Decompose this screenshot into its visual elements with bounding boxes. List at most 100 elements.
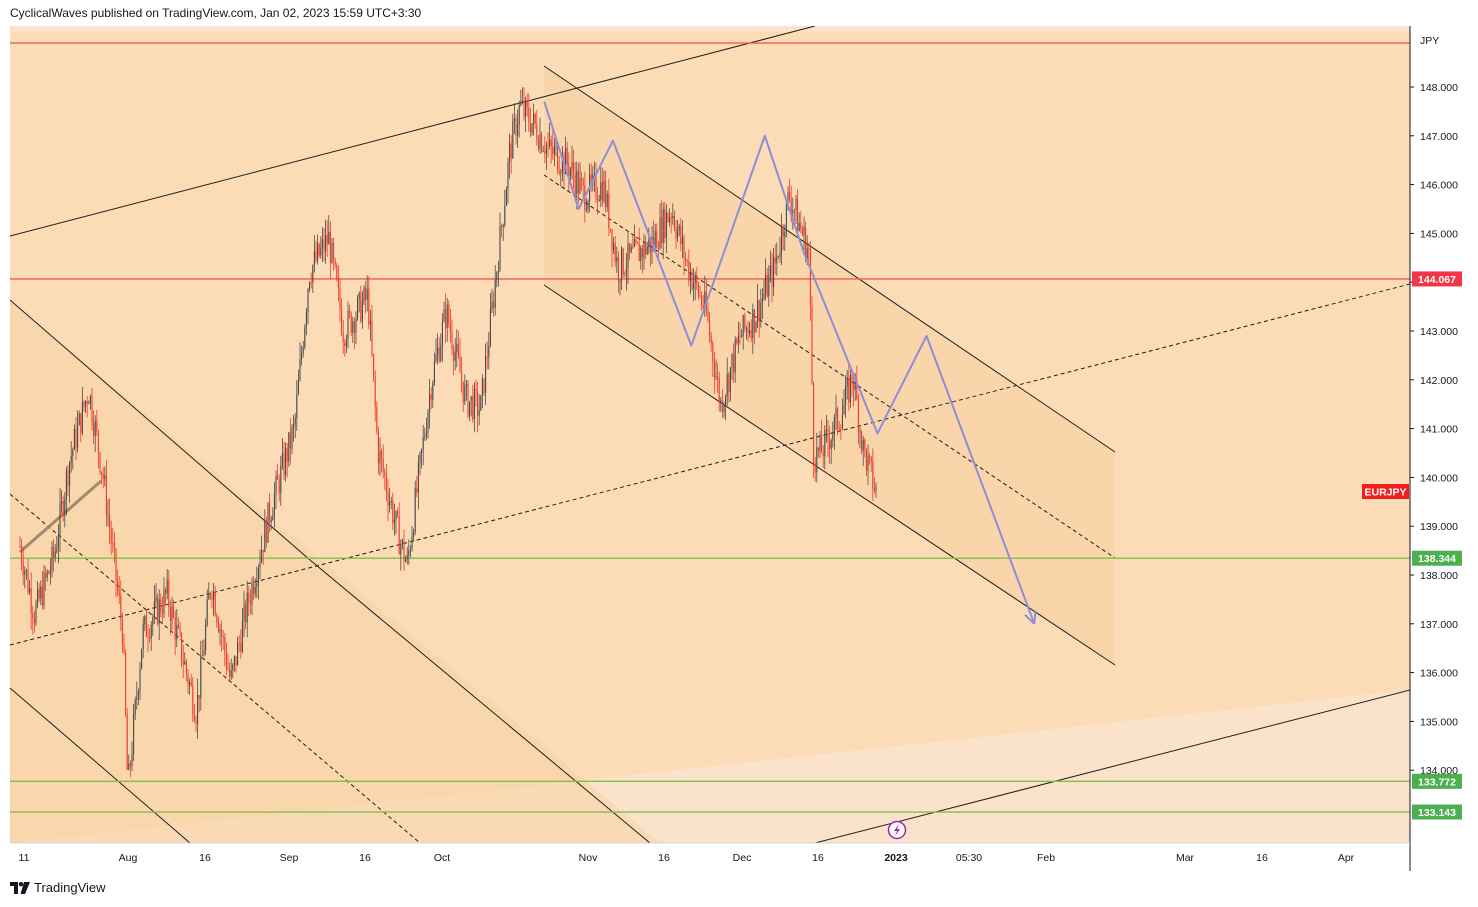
candle-body [470,396,472,402]
candle-body [520,102,522,105]
candle-body [765,275,767,294]
candle-body [421,449,423,454]
candle-body [141,648,143,669]
candle-body [125,651,127,714]
candle-body [712,343,714,362]
candle-body [211,594,213,600]
candle-body [240,642,242,652]
candle-body [24,571,26,575]
candle-body [59,503,61,538]
candle-body [115,549,117,581]
candle-body [249,602,251,605]
candle-body [261,549,263,562]
candle-body [110,529,112,544]
candle-body [851,375,853,385]
candle-body [67,471,69,486]
candle-body [262,549,264,553]
candle-body [432,382,434,400]
candle-body [657,248,659,250]
candle-body [709,320,711,337]
candle-body [251,583,253,605]
candle-body [89,396,91,404]
candle-body [689,271,691,281]
candle-body [189,682,191,685]
candle-body [742,315,744,336]
desc-channel-lower-line [543,284,1116,666]
candle-body [779,251,781,257]
time-tick-label: 11 [19,852,30,864]
candle-body [862,439,864,451]
candle-body [579,177,581,193]
candle-body [781,227,783,252]
candle-body [597,198,599,201]
candle-body [313,251,315,266]
time-axis[interactable]: 11 Aug 16 Sep 16 Oct Nov 16 Dec 16 2023 05:30 Feb Mar… [19,852,1355,864]
candle-body [654,231,656,246]
candle-body [467,383,469,416]
candle-body [462,381,464,402]
candle-body [544,151,546,154]
candle-body [200,655,202,698]
candle-body [29,588,31,592]
candle-body [238,642,240,644]
candle-body [237,642,239,666]
candle-body [395,510,397,520]
price-axis[interactable]: 134.000135.000136.000137.000138.000139.0… [1410,82,1458,777]
candle-body [241,621,243,652]
candle-body [43,573,45,606]
price-tick-label: 136.000 [1420,668,1458,680]
candle-body [264,520,266,553]
candle-body [617,257,619,281]
price-tick-label: 145.000 [1420,228,1458,240]
candle-body [672,215,674,218]
major-channel-upper-line [10,26,816,237]
candle-body [475,388,477,393]
candle-body [489,309,491,346]
symbol-badge-label: EURJPY [1364,487,1406,499]
candle-body [581,177,583,181]
candle-body [182,661,184,665]
price-tick-label: 148.000 [1420,82,1458,94]
candle-body [667,212,669,223]
candle-body [190,682,192,686]
candle-body [819,434,821,452]
candle-body [731,354,733,368]
candle-body [245,604,247,623]
candle-body [635,239,637,243]
candle-body [224,637,226,653]
candle-body [51,546,53,571]
candle-body [771,265,773,287]
candle-body [497,270,499,273]
candle-body [537,140,539,149]
candle-body [369,320,371,325]
candle-body [35,604,37,624]
candle-body [113,543,115,550]
candle-body [366,288,368,300]
candle-body [41,586,43,606]
candle-body [326,235,328,245]
price-tick-label: 141.000 [1420,424,1458,436]
candle-body [608,193,610,229]
tradingview-brand[interactable]: TradingView [10,880,106,895]
time-tick-label: 16 [1256,852,1268,864]
candle-body [283,453,285,475]
candle-body [147,636,149,638]
lightning-icon[interactable] [887,820,907,840]
price-tick-label: 140.000 [1420,472,1458,484]
candle-body [637,242,639,244]
candle-body [481,378,483,396]
candle-body [187,673,189,685]
candle-body [419,453,421,464]
candle-body [121,618,123,645]
candle-body [571,162,573,169]
candle-body [107,514,109,516]
candle-body [683,237,685,259]
candle-body [368,288,370,325]
price-badges: 144.067 138.344 133.772 133.143 [1412,271,1462,820]
candle-body [715,376,717,378]
candle-body [459,355,461,373]
candle-body [677,230,679,238]
candles [19,87,877,778]
candle-body [133,714,135,755]
